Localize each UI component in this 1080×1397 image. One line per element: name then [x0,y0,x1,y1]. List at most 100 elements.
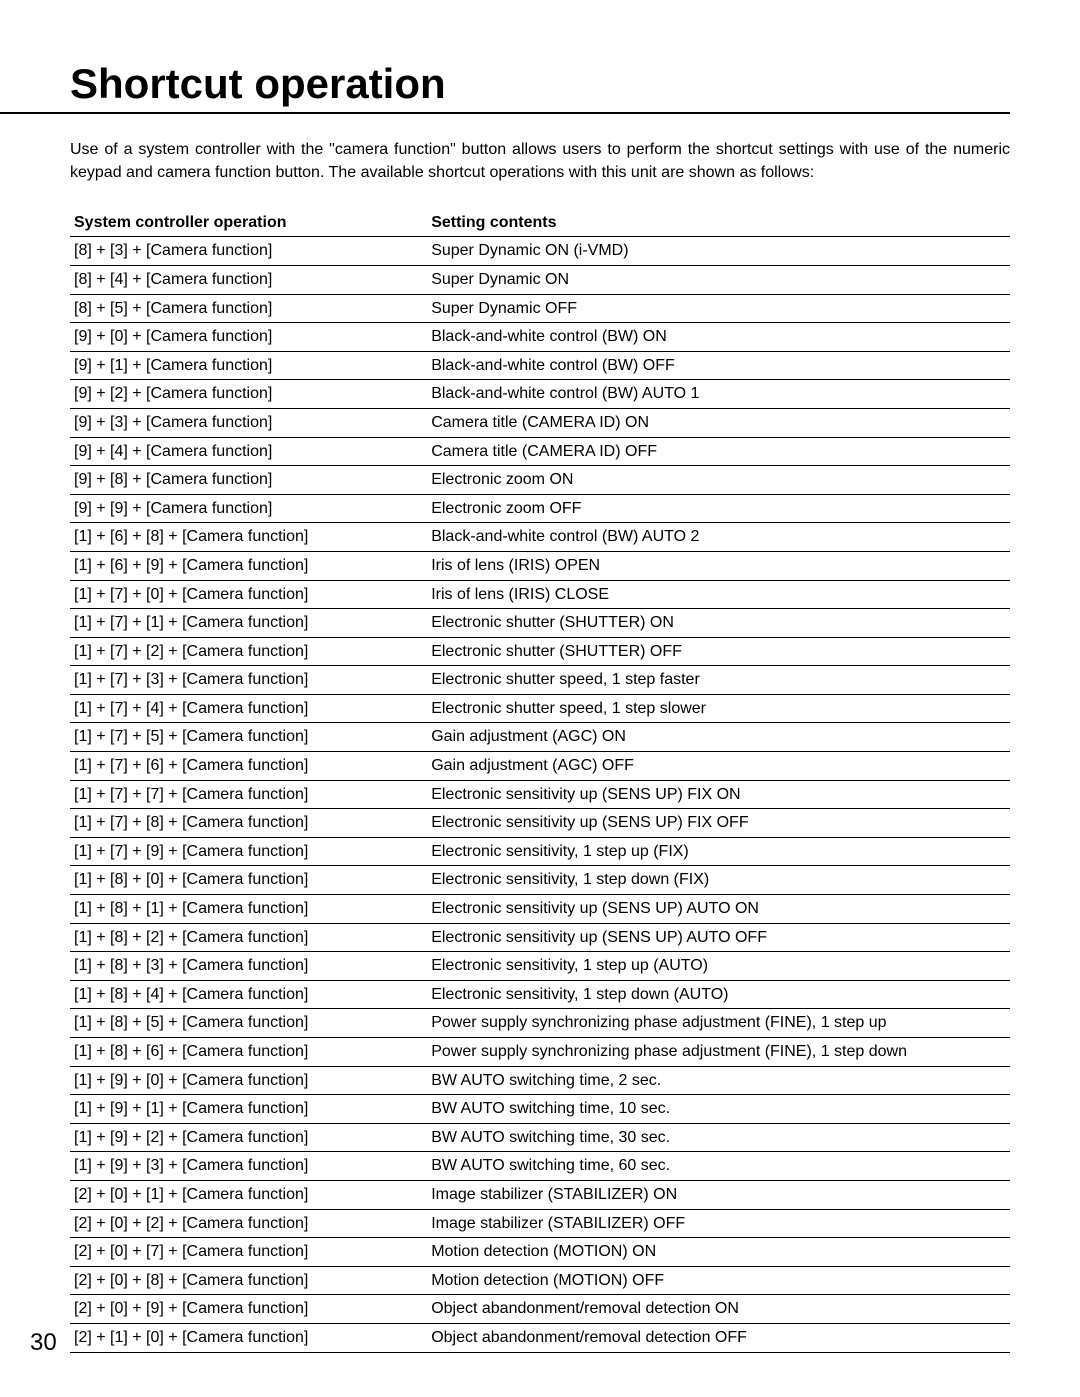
cell-operation: [1] + [6] + [8] + [Camera function] [70,523,427,552]
cell-setting: Super Dynamic ON [427,265,1010,294]
cell-operation: [9] + [8] + [Camera function] [70,466,427,495]
cell-setting: Object abandonment/removal detection OFF [427,1323,1010,1352]
table-row: [1] + [8] + [2] + [Camera function]Elect… [70,923,1010,952]
table-row: [8] + [4] + [Camera function]Super Dynam… [70,265,1010,294]
cell-operation: [9] + [3] + [Camera function] [70,408,427,437]
cell-operation: [9] + [2] + [Camera function] [70,380,427,409]
table-row: [1] + [9] + [2] + [Camera function]BW AU… [70,1123,1010,1152]
cell-setting: Camera title (CAMERA ID) ON [427,408,1010,437]
cell-setting: Object abandonment/removal detection ON [427,1295,1010,1324]
table-row: [9] + [8] + [Camera function]Electronic … [70,466,1010,495]
table-row: [1] + [9] + [3] + [Camera function]BW AU… [70,1152,1010,1181]
table-row: [2] + [0] + [9] + [Camera function]Objec… [70,1295,1010,1324]
cell-operation: [1] + [8] + [1] + [Camera function] [70,895,427,924]
cell-setting: BW AUTO switching time, 10 sec. [427,1095,1010,1124]
cell-operation: [9] + [4] + [Camera function] [70,437,427,466]
table-row: [9] + [2] + [Camera function]Black-and-w… [70,380,1010,409]
cell-operation: [9] + [9] + [Camera function] [70,494,427,523]
cell-setting: Electronic shutter speed, 1 step slower [427,694,1010,723]
cell-setting: Electronic zoom ON [427,466,1010,495]
cell-operation: [1] + [7] + [4] + [Camera function] [70,694,427,723]
cell-setting: Electronic shutter (SHUTTER) ON [427,609,1010,638]
cell-setting: Black-and-white control (BW) ON [427,323,1010,352]
cell-operation: [1] + [7] + [3] + [Camera function] [70,666,427,695]
cell-operation: [1] + [6] + [9] + [Camera function] [70,551,427,580]
col-header-operation: System controller operation [70,210,427,237]
table-row: [1] + [6] + [9] + [Camera function]Iris … [70,551,1010,580]
table-row: [8] + [5] + [Camera function]Super Dynam… [70,294,1010,323]
cell-setting: Super Dynamic OFF [427,294,1010,323]
table-row: [1] + [7] + [2] + [Camera function]Elect… [70,637,1010,666]
table-row: [2] + [0] + [1] + [Camera function]Image… [70,1180,1010,1209]
cell-setting: Electronic sensitivity, 1 step up (FIX) [427,837,1010,866]
table-row: [1] + [8] + [6] + [Camera function]Power… [70,1038,1010,1067]
cell-setting: Electronic sensitivity, 1 step down (FIX… [427,866,1010,895]
intro-paragraph: Use of a system controller with the "cam… [70,138,1010,184]
cell-setting: Super Dynamic ON (i-VMD) [427,237,1010,266]
table-row: [1] + [7] + [6] + [Camera function]Gain … [70,752,1010,781]
cell-operation: [2] + [0] + [2] + [Camera function] [70,1209,427,1238]
cell-operation: [2] + [0] + [1] + [Camera function] [70,1180,427,1209]
cell-operation: [1] + [7] + [2] + [Camera function] [70,637,427,666]
cell-setting: Electronic zoom OFF [427,494,1010,523]
cell-operation: [1] + [8] + [4] + [Camera function] [70,980,427,1009]
cell-setting: Iris of lens (IRIS) CLOSE [427,580,1010,609]
cell-setting: Electronic shutter speed, 1 step faster [427,666,1010,695]
cell-operation: [2] + [0] + [7] + [Camera function] [70,1238,427,1267]
table-row: [9] + [0] + [Camera function]Black-and-w… [70,323,1010,352]
table-row: [2] + [0] + [8] + [Camera function]Motio… [70,1266,1010,1295]
cell-setting: BW AUTO switching time, 60 sec. [427,1152,1010,1181]
table-row: [1] + [7] + [1] + [Camera function]Elect… [70,609,1010,638]
cell-setting: Gain adjustment (AGC) ON [427,723,1010,752]
cell-operation: [1] + [7] + [5] + [Camera function] [70,723,427,752]
cell-setting: Black-and-white control (BW) AUTO 1 [427,380,1010,409]
document-page: Shortcut operation Use of a system contr… [0,0,1080,1397]
shortcut-table: System controller operation Setting cont… [70,210,1010,1352]
cell-operation: [1] + [8] + [6] + [Camera function] [70,1038,427,1067]
table-row: [8] + [3] + [Camera function]Super Dynam… [70,237,1010,266]
table-row: [1] + [8] + [4] + [Camera function]Elect… [70,980,1010,1009]
cell-setting: Gain adjustment (AGC) OFF [427,752,1010,781]
table-row: [1] + [7] + [0] + [Camera function]Iris … [70,580,1010,609]
table-row: [2] + [0] + [2] + [Camera function]Image… [70,1209,1010,1238]
table-row: [1] + [7] + [9] + [Camera function]Elect… [70,837,1010,866]
table-row: [1] + [8] + [3] + [Camera function]Elect… [70,952,1010,981]
cell-setting: Electronic sensitivity, 1 step up (AUTO) [427,952,1010,981]
cell-operation: [1] + [7] + [0] + [Camera function] [70,580,427,609]
table-row: [1] + [8] + [0] + [Camera function]Elect… [70,866,1010,895]
page-number: 30 [30,1329,57,1357]
cell-setting: Electronic sensitivity up (SENS UP) FIX … [427,809,1010,838]
cell-operation: [2] + [0] + [8] + [Camera function] [70,1266,427,1295]
cell-setting: Power supply synchronizing phase adjustm… [427,1009,1010,1038]
cell-setting: Electronic shutter (SHUTTER) OFF [427,637,1010,666]
cell-setting: Electronic sensitivity, 1 step down (AUT… [427,980,1010,1009]
table-row: [1] + [7] + [5] + [Camera function]Gain … [70,723,1010,752]
table-row: [1] + [8] + [5] + [Camera function]Power… [70,1009,1010,1038]
table-row: [9] + [3] + [Camera function]Camera titl… [70,408,1010,437]
cell-operation: [8] + [3] + [Camera function] [70,237,427,266]
table-row: [9] + [9] + [Camera function]Electronic … [70,494,1010,523]
table-row: [1] + [8] + [1] + [Camera function]Elect… [70,895,1010,924]
cell-setting: Iris of lens (IRIS) OPEN [427,551,1010,580]
cell-operation: [1] + [7] + [9] + [Camera function] [70,837,427,866]
cell-setting: Motion detection (MOTION) ON [427,1238,1010,1267]
table-row: [9] + [1] + [Camera function]Black-and-w… [70,351,1010,380]
cell-setting: Electronic sensitivity up (SENS UP) AUTO… [427,923,1010,952]
page-title: Shortcut operation [70,60,1010,108]
cell-operation: [1] + [9] + [1] + [Camera function] [70,1095,427,1124]
cell-setting: Image stabilizer (STABILIZER) ON [427,1180,1010,1209]
cell-operation: [1] + [8] + [5] + [Camera function] [70,1009,427,1038]
table-row: [2] + [0] + [7] + [Camera function]Motio… [70,1238,1010,1267]
cell-operation: [1] + [9] + [0] + [Camera function] [70,1066,427,1095]
table-row: [1] + [7] + [3] + [Camera function]Elect… [70,666,1010,695]
cell-operation: [9] + [1] + [Camera function] [70,351,427,380]
cell-operation: [8] + [4] + [Camera function] [70,265,427,294]
cell-setting: Power supply synchronizing phase adjustm… [427,1038,1010,1067]
table-row: [2] + [1] + [0] + [Camera function]Objec… [70,1323,1010,1352]
table-row: [1] + [9] + [1] + [Camera function]BW AU… [70,1095,1010,1124]
table-row: [9] + [4] + [Camera function]Camera titl… [70,437,1010,466]
cell-operation: [9] + [0] + [Camera function] [70,323,427,352]
cell-setting: Black-and-white control (BW) OFF [427,351,1010,380]
table-header-row: System controller operation Setting cont… [70,210,1010,237]
table-row: [1] + [9] + [0] + [Camera function]BW AU… [70,1066,1010,1095]
